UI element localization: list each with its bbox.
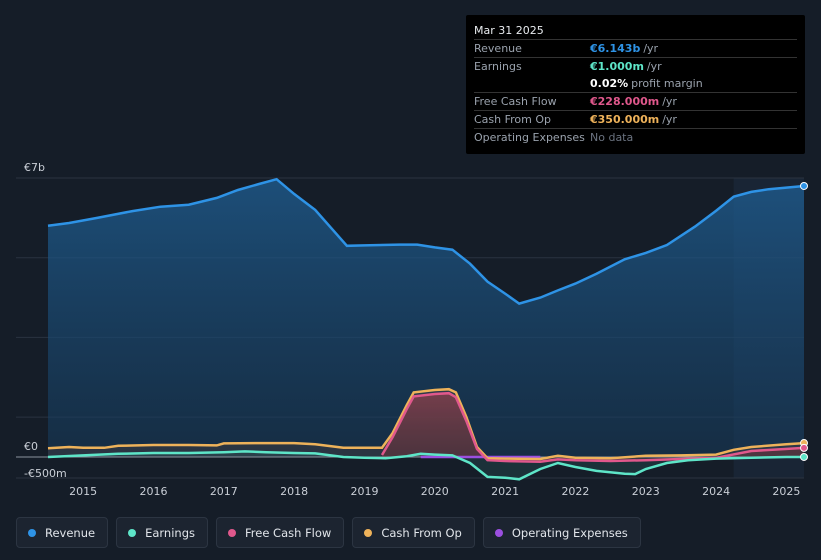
x-tick-label: 2024 [702, 485, 730, 498]
cash-from-op-dot-icon [364, 528, 373, 537]
revenue-area [48, 179, 804, 457]
tooltip-value: €6.143b [590, 42, 641, 55]
chart-legend: Revenue Earnings Free Cash Flow Cash Fro… [16, 517, 641, 548]
earnings-dot-icon [128, 528, 137, 537]
tooltip-row-earnings: Earnings €1.000m /yr [474, 58, 797, 75]
x-tick-label: 2019 [350, 485, 378, 498]
tooltip-row-free-cash-flow: Free Cash Flow €228.000m /yr [474, 93, 797, 111]
tooltip-unit: /yr [662, 95, 677, 108]
tooltip-unit: /yr [643, 42, 659, 55]
earnings-line [47, 450, 804, 481]
legend-label: Free Cash Flow [245, 525, 332, 540]
tooltip-label: Cash From Op [474, 113, 552, 126]
y-tick-label: -€500m [24, 467, 67, 480]
tooltip-row-revenue: Revenue €6.143b /yr [474, 40, 797, 58]
tooltip-value: No data [590, 131, 634, 144]
legend-item-free-cash-flow[interactable]: Free Cash Flow [216, 517, 345, 548]
free-cash-flow-dot-icon [228, 528, 236, 537]
legend-item-earnings[interactable]: Earnings [116, 517, 208, 548]
tooltip-unit: profit margin [631, 77, 703, 90]
x-tick-label: 2023 [632, 485, 660, 498]
tooltip-row-operating-expenses: Operating Expenses No data [474, 129, 797, 146]
earnings-end-marker [800, 452, 808, 461]
tooltip-label: Operating Expenses [474, 131, 585, 144]
legend-item-revenue[interactable]: Revenue [16, 517, 109, 548]
revenue-line [47, 177, 805, 305]
x-tick-label: 2025 [772, 485, 800, 498]
tooltip-label: Revenue [474, 42, 522, 55]
tooltip-unit: /yr [662, 113, 677, 126]
tooltip-label [474, 75, 590, 92]
x-tick-label: 2018 [280, 485, 308, 498]
legend-item-operating-expenses[interactable]: Operating Expenses [482, 517, 641, 548]
operating-expenses-dot-icon [494, 528, 503, 537]
revenue-dot-icon [28, 528, 36, 537]
x-tick-label: 2016 [139, 485, 167, 498]
tooltip-label: Earnings [474, 60, 522, 73]
legend-label: Earnings [145, 525, 195, 540]
tooltip-row-profit-margin: 0.02% profit margin [474, 75, 797, 93]
legend-label: Cash From Op [381, 525, 462, 540]
tooltip-date: Mar 31 2025 [474, 22, 797, 40]
tooltip-label: Free Cash Flow [474, 95, 557, 108]
legend-label: Revenue [45, 525, 96, 540]
tooltip-value: €228.000m [590, 95, 660, 108]
legend-label: Operating Expenses [511, 525, 628, 540]
cash-from-op-line [47, 387, 805, 461]
tooltip-unit: /yr [646, 60, 662, 73]
tooltip-row-cash-from-op: Cash From Op €350.000m /yr [474, 111, 797, 129]
tooltip-value: €1.000m [590, 60, 644, 73]
tooltip-value: €350.000m [590, 113, 660, 126]
x-tick-label: 2017 [210, 485, 238, 498]
revenue-end-marker [800, 181, 808, 190]
cash-from-op-area [48, 389, 804, 459]
y-tick-label: €7b [24, 161, 45, 174]
legend-item-cash-from-op[interactable]: Cash From Op [352, 517, 475, 548]
y-tick-label: €0 [24, 440, 38, 453]
x-tick-label: 2020 [421, 485, 449, 498]
x-tick-label: 2021 [491, 485, 519, 498]
free-cash-flow-line [380, 391, 805, 464]
free-cash-flow-end-marker [800, 443, 808, 452]
tooltip-value: 0.02% [590, 77, 629, 90]
x-tick-label: 2015 [69, 485, 97, 498]
x-tick-label: 2022 [561, 485, 589, 498]
data-tooltip: Mar 31 2025 Revenue €6.143b /yr Earnings… [466, 15, 805, 154]
